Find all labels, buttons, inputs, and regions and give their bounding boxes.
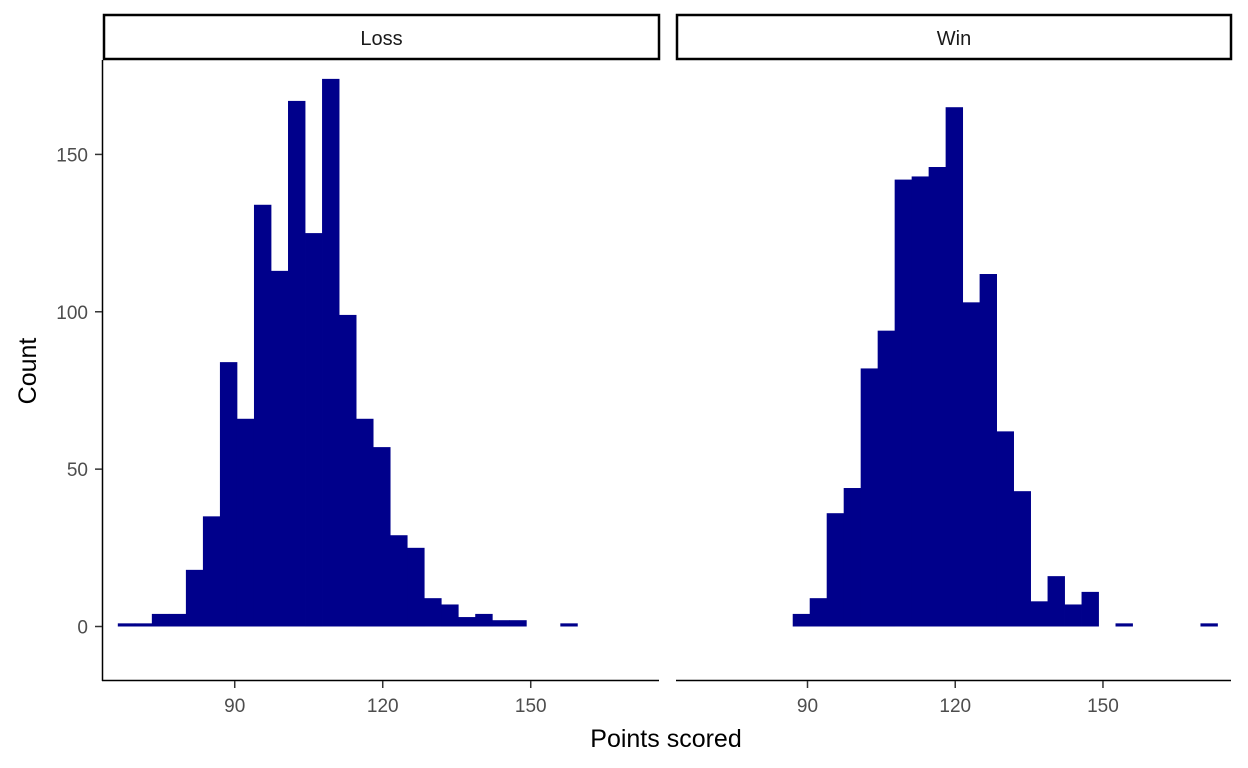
histogram-bar-loss bbox=[134, 623, 153, 627]
y-axis-ticks: 0 50 100 150 bbox=[56, 145, 102, 638]
histogram-bar-loss bbox=[202, 516, 221, 627]
x-axis-ticks-loss: 90 120 150 bbox=[224, 681, 547, 717]
histogram-bar-loss bbox=[475, 613, 493, 627]
x-tick-label: 150 bbox=[515, 696, 547, 717]
histogram-bar-loss bbox=[373, 447, 391, 627]
histogram-bar-win bbox=[962, 302, 981, 627]
histogram-bar-loss bbox=[390, 535, 408, 627]
histogram-bar-win bbox=[1013, 491, 1031, 627]
histogram-bar-loss bbox=[509, 620, 527, 627]
histogram-bar-loss bbox=[339, 314, 357, 627]
strip-loss-label: Loss bbox=[360, 28, 402, 50]
histogram-bar-loss bbox=[219, 362, 238, 627]
histogram-bar-loss bbox=[458, 617, 476, 627]
histogram-bar-win bbox=[945, 107, 964, 627]
histogram-bar-loss bbox=[441, 604, 459, 627]
histogram-bar-loss bbox=[253, 204, 272, 627]
strip-win-box bbox=[675, 13, 1233, 61]
y-tick-label: 50 bbox=[67, 460, 88, 481]
strip-win: Win bbox=[675, 13, 1233, 61]
histogram-bar-loss bbox=[288, 100, 306, 627]
histogram-bar-loss bbox=[322, 78, 340, 627]
histogram-bar-win bbox=[860, 368, 879, 627]
y-axis-title: Count bbox=[14, 338, 42, 405]
histogram-bar-loss bbox=[117, 623, 136, 627]
histogram-bar-loss bbox=[236, 418, 255, 627]
x-tick-label: 120 bbox=[939, 696, 971, 717]
panel-win bbox=[792, 107, 1218, 627]
strip-win-label: Win bbox=[937, 28, 971, 50]
histogram-bar-win bbox=[877, 330, 896, 627]
x-tick-label: 150 bbox=[1087, 696, 1119, 717]
histogram-bar-win bbox=[979, 274, 997, 627]
histogram-bar-loss bbox=[356, 418, 374, 627]
histogram-bar-win bbox=[1200, 623, 1218, 627]
histogram-bar-loss bbox=[560, 623, 578, 627]
panel-loss bbox=[117, 78, 578, 627]
histogram-bar-win bbox=[826, 513, 845, 627]
histogram-bar-win bbox=[911, 176, 930, 627]
histogram-bar-loss bbox=[492, 620, 510, 627]
y-tick-label: 100 bbox=[56, 303, 88, 324]
x-tick-label: 90 bbox=[797, 696, 818, 717]
histogram-bar-loss bbox=[407, 547, 425, 627]
histogram-bar-win bbox=[1064, 604, 1082, 627]
x-axis-title: Points scored bbox=[590, 725, 741, 753]
histogram-bar-loss bbox=[168, 613, 187, 627]
histogram-bar-loss bbox=[270, 270, 289, 627]
histogram-bar-loss bbox=[305, 233, 323, 627]
x-tick-label: 120 bbox=[367, 696, 399, 717]
x-tick-label: 90 bbox=[224, 696, 245, 717]
histogram-bar-loss bbox=[185, 569, 204, 627]
strip-loss: Loss bbox=[102, 13, 661, 61]
strip-loss-box bbox=[102, 13, 661, 61]
histogram-bar-loss bbox=[151, 613, 170, 627]
histogram-bar-win bbox=[1047, 576, 1065, 627]
histogram-bar-win bbox=[1081, 591, 1099, 627]
y-tick-label: 0 bbox=[77, 617, 88, 638]
histogram-bar-loss bbox=[424, 598, 442, 627]
histogram-bar-win bbox=[1030, 601, 1048, 627]
histogram-bar-win bbox=[843, 488, 862, 627]
histogram-bar-win bbox=[1115, 623, 1133, 627]
x-axis-ticks-win: 90 120 150 bbox=[797, 681, 1119, 717]
histogram-bar-win bbox=[928, 167, 947, 627]
y-tick-label: 150 bbox=[56, 145, 88, 166]
histogram-bar-win bbox=[894, 179, 913, 627]
histogram-bar-win bbox=[792, 613, 811, 627]
histogram-bar-win bbox=[996, 431, 1014, 627]
histogram-bar-win bbox=[809, 598, 828, 627]
